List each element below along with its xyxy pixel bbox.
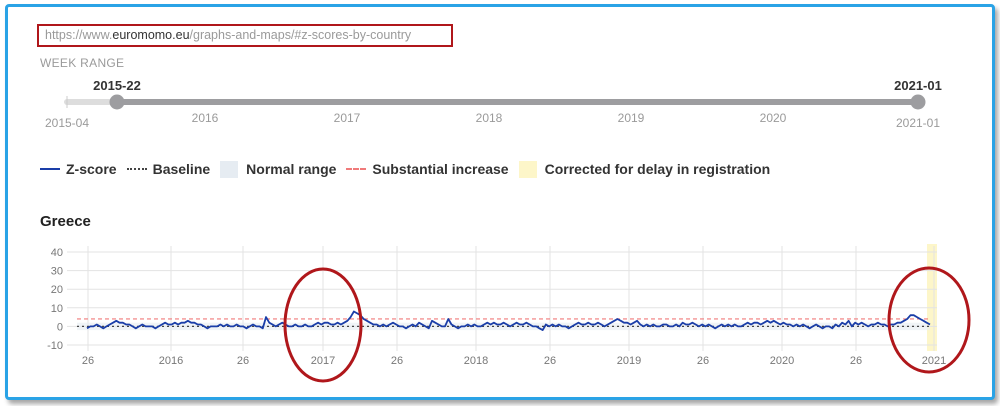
y-tick-10: 10 bbox=[51, 303, 63, 315]
slider-start-label: 2015-22 bbox=[93, 78, 141, 93]
grid-group bbox=[67, 246, 937, 351]
url-prefix: https://www. bbox=[45, 28, 113, 42]
slider-year-ticks: 2016 2017 2018 2019 2020 bbox=[192, 111, 787, 125]
x-tick-5: 2018 bbox=[464, 355, 488, 367]
highlight-group bbox=[283, 266, 971, 383]
slider-start-handle[interactable] bbox=[109, 94, 125, 110]
legend-corrected[interactable]: Corrected for delay in registration bbox=[518, 160, 771, 178]
x-tick-labels: 26 2016 26 2017 26 2018 26 2019 26 2020 26 2021 bbox=[82, 355, 946, 367]
legend-baseline[interactable]: Baseline bbox=[126, 161, 211, 177]
y-tick--10: -10 bbox=[47, 340, 63, 352]
x-tick-8: 26 bbox=[697, 355, 709, 367]
slider-year-2017: 2017 bbox=[334, 111, 361, 125]
chart-title: Greece bbox=[40, 213, 91, 230]
correction-band bbox=[927, 244, 937, 351]
x-tick-3: 2017 bbox=[311, 355, 335, 367]
legend-corrected-swatch bbox=[518, 160, 537, 178]
reference-lines bbox=[77, 318, 930, 331]
x-tick-4: 26 bbox=[391, 355, 403, 367]
x-tick-6: 26 bbox=[544, 355, 556, 367]
week-range-label: WEEK RANGE bbox=[40, 56, 125, 70]
x-tick-10: 26 bbox=[850, 355, 862, 367]
legend-substantial-increase-line bbox=[346, 168, 367, 170]
slider-year-2019: 2019 bbox=[618, 111, 645, 125]
y-tick-0: 0 bbox=[57, 321, 63, 333]
legend-zscore[interactable]: Z-score bbox=[40, 161, 117, 177]
slider-max-label: 2021-01 bbox=[896, 116, 940, 130]
legend-zscore-label: Z-score bbox=[66, 161, 117, 177]
zscore-series-line bbox=[86, 310, 931, 332]
correction-band-group bbox=[927, 244, 937, 351]
legend-zscore-line bbox=[40, 168, 60, 170]
legend-substantial-increase-label: Substantial increase bbox=[372, 161, 509, 177]
chart-legend: Z-score Baseline Normal range Substantia… bbox=[40, 159, 780, 179]
x-tick-7: 2019 bbox=[617, 355, 641, 367]
url-highlight-box: https://www.euromomo.eu/graphs-and-maps/… bbox=[37, 24, 453, 47]
y-tick-40: 40 bbox=[51, 247, 63, 259]
legend-normal-range[interactable]: Normal range bbox=[220, 160, 337, 178]
legend-substantial-increase[interactable]: Substantial increase bbox=[346, 161, 509, 177]
y-tick-30: 30 bbox=[51, 266, 63, 278]
legend-baseline-line bbox=[126, 168, 147, 170]
screenshot-frame bbox=[5, 4, 995, 400]
x-tick-11: 2021 bbox=[922, 355, 946, 367]
legend-normal-range-label: Normal range bbox=[246, 161, 337, 177]
url-path: /graphs-and-maps/#z-scores-by-country bbox=[189, 28, 412, 42]
x-tick-1: 2016 bbox=[159, 355, 183, 367]
slider-end-label: 2021-01 bbox=[894, 78, 942, 93]
highlight-circle-2017 bbox=[283, 267, 363, 383]
legend-normal-range-swatch bbox=[220, 160, 239, 178]
slider-year-2020: 2020 bbox=[760, 111, 787, 125]
legend-corrected-label: Corrected for delay in registration bbox=[544, 161, 771, 177]
x-tick-9: 2020 bbox=[770, 355, 794, 367]
slider-end-handle[interactable] bbox=[910, 94, 926, 110]
url-domain: euromomo.eu bbox=[112, 28, 190, 42]
x-tick-2: 26 bbox=[237, 355, 249, 367]
y-tick-labels: 40 30 20 10 0 -10 bbox=[47, 247, 63, 352]
series-group bbox=[86, 310, 931, 332]
slider-year-2016: 2016 bbox=[192, 111, 219, 125]
highlight-circle-2021 bbox=[887, 266, 971, 374]
x-tick-0: 26 bbox=[82, 355, 94, 367]
slider-year-2018: 2018 bbox=[476, 111, 503, 125]
legend-baseline-label: Baseline bbox=[152, 161, 211, 177]
y-tick-20: 20 bbox=[51, 284, 63, 296]
slider-min-label: 2015-04 bbox=[45, 116, 89, 130]
